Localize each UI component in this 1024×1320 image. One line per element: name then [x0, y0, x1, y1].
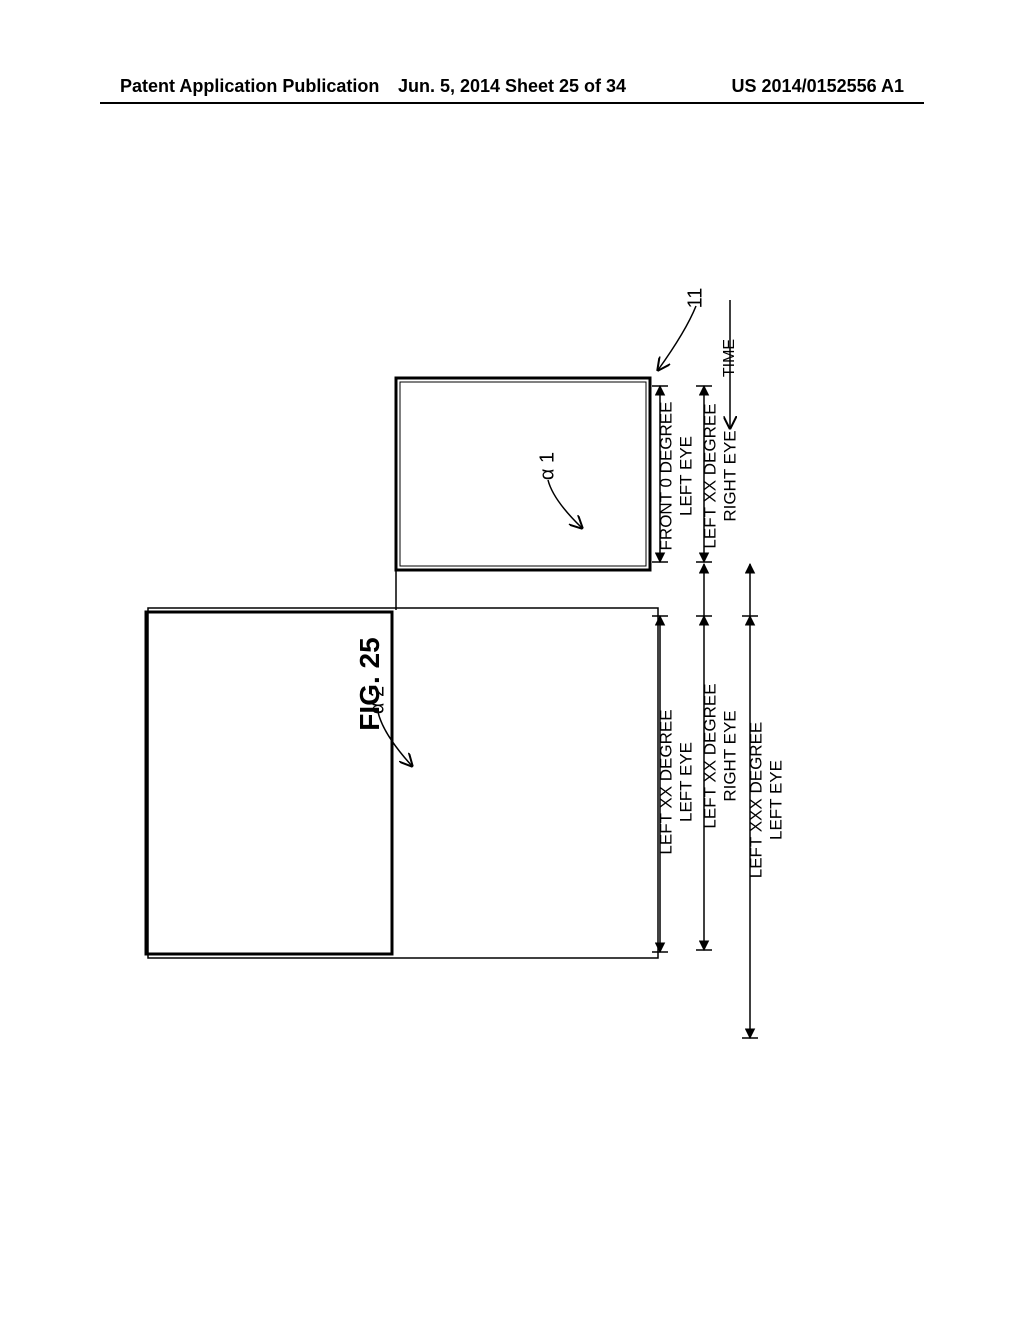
label-leftxx-right-2: LEFT XX DEGREERIGHT EYE: [700, 683, 739, 828]
label-leftxx-left: LEFT XX DEGREELEFT EYE: [656, 709, 695, 854]
label-leftxx-right-1: LEFT XX DEGREERIGHT EYE: [700, 403, 739, 548]
figure-svg: [0, 0, 1024, 1320]
figure-title: FIG. 25: [354, 637, 386, 730]
time-label: TIME: [721, 339, 739, 377]
figure-25: FIG. 25 11 α 1 α 2 TIME FRONT 0 DEGREELE…: [0, 0, 1024, 1320]
alpha-2-label: α 2: [367, 686, 390, 714]
alpha-1-label: α 1: [537, 452, 560, 480]
label-front0-left: FRONT 0 DEGREELEFT EYE: [656, 402, 695, 551]
label-leftxxx-left: LEFT XXX DEGREELEFT EYE: [746, 722, 785, 879]
ref-11: 11: [685, 288, 708, 309]
